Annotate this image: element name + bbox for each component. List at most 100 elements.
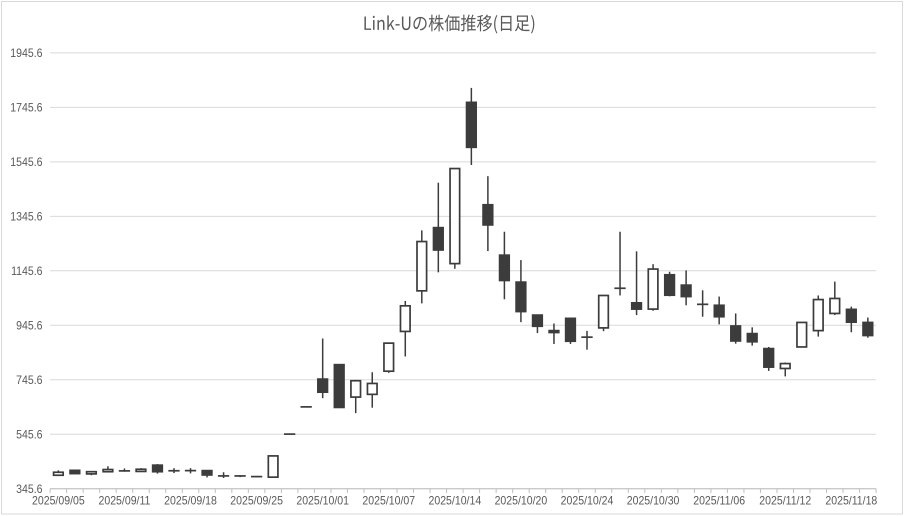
candle [680, 270, 692, 306]
candle-body [630, 301, 643, 310]
candle [317, 338, 329, 399]
y-axis-label: 345.6 [16, 483, 42, 496]
candle [416, 230, 428, 304]
x-axis-label: 2025/11/12 [759, 495, 811, 508]
candle-body [531, 314, 544, 328]
candle-body [366, 382, 378, 396]
candle [102, 466, 114, 473]
candle-body [647, 268, 659, 310]
candle [796, 321, 808, 348]
candle [432, 182, 444, 273]
candle [597, 294, 610, 332]
x-axis-label: 2025/10/20 [495, 495, 548, 508]
candle [862, 317, 874, 338]
candle [564, 317, 577, 344]
candle-body [829, 297, 841, 315]
y-axis-label: 1945.6 [10, 48, 42, 61]
candle [118, 468, 131, 472]
x-axis-label: 2025/09/18 [164, 495, 217, 508]
candle [267, 455, 279, 479]
x-axis-label: 2025/10/24 [561, 495, 614, 508]
candle-body [52, 471, 65, 477]
candle-body [465, 101, 478, 149]
axes-layer [49, 488, 877, 493]
candle-body [730, 325, 742, 342]
candle-body [118, 470, 131, 472]
candle-body [581, 336, 593, 339]
candle-body [564, 317, 577, 343]
candle [69, 469, 81, 475]
candle-body [812, 298, 824, 332]
candle-body [614, 287, 626, 290]
x-axis-label: 2025/10/07 [362, 495, 415, 508]
candle-body [383, 342, 395, 373]
candle [730, 313, 742, 344]
candle [581, 330, 593, 350]
candle-body [283, 433, 296, 435]
y-axis-label: 1345.6 [10, 211, 42, 224]
y-axis-label: 1745.6 [10, 102, 42, 115]
candle [482, 176, 494, 252]
candle [515, 260, 527, 323]
candle [250, 475, 263, 478]
chart-title-glyphs [364, 14, 535, 34]
y-axis-label: 545.6 [16, 429, 42, 442]
candle-body [763, 347, 775, 368]
x-axis-label: 2025/11/18 [825, 495, 877, 508]
candle [52, 470, 65, 477]
candle [531, 314, 544, 334]
x-axis-label: 2025/10/14 [428, 495, 481, 508]
candle-body [696, 303, 709, 306]
candle-body [482, 203, 494, 226]
candle [383, 342, 395, 373]
candle-body [680, 284, 692, 298]
y-axis-label: 1145.6 [11, 266, 42, 279]
y-axis-label: 945.6 [16, 320, 42, 333]
x-axis-label: 2025/11/06 [693, 495, 745, 508]
candle [779, 362, 791, 377]
candle [300, 406, 312, 408]
candle-body [184, 469, 197, 472]
candle [168, 468, 180, 474]
candle-body [135, 468, 147, 473]
candle-body [796, 321, 808, 348]
candle-body [350, 379, 362, 398]
candle-body [449, 167, 461, 265]
candle-body [416, 240, 428, 292]
candle [663, 271, 676, 297]
candle [350, 379, 362, 414]
candle [283, 433, 296, 435]
candle [135, 468, 147, 473]
x-axis-label: 2025/09/05 [32, 495, 85, 508]
candle [366, 372, 378, 408]
candle [647, 264, 659, 311]
x-axis-label: 2025/10/30 [627, 495, 680, 508]
axis-labels-layer: 345.6 545.6 745.6 945.6 1145.6 1345.6 1545.6 17… [10, 48, 877, 508]
candle-body [597, 294, 610, 329]
candle [217, 472, 230, 478]
candle-body [234, 475, 246, 477]
candle-body [845, 308, 857, 324]
candle-body [317, 378, 329, 394]
candle-body [746, 332, 758, 343]
candle [713, 296, 725, 325]
y-axis-label: 1545.6 [10, 157, 42, 170]
candles-layer [52, 87, 874, 479]
candle [746, 327, 758, 346]
candle-body [250, 475, 263, 478]
candle-body [102, 468, 114, 473]
candle [465, 87, 478, 166]
candle-body [548, 329, 560, 334]
candle [630, 251, 643, 316]
gridlines-layer [50, 52, 877, 490]
candle [201, 469, 213, 478]
candle-body [217, 475, 230, 477]
x-axis-label: 2025/10/01 [296, 495, 349, 508]
candle-body [779, 362, 791, 370]
candle [845, 306, 857, 333]
candle-body [663, 273, 676, 297]
candle-body [85, 470, 98, 475]
